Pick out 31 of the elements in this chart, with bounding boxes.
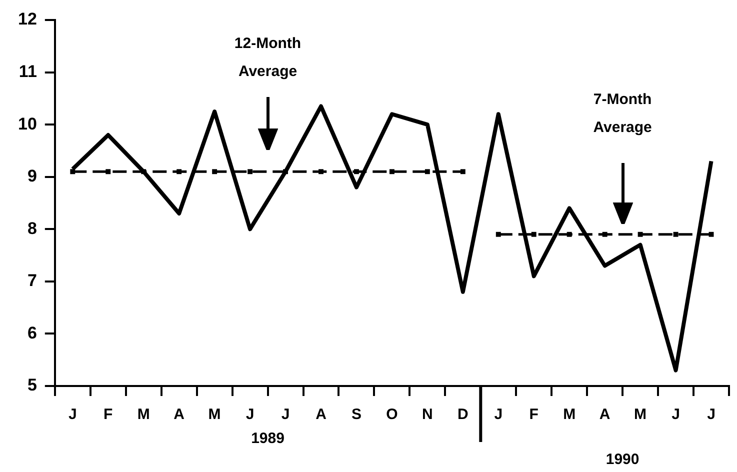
x-tick-label: J [281,406,290,424]
x-tick-label: A [174,406,185,424]
x-tick-label: J [494,406,503,424]
x-tick-label: M [634,406,647,424]
y-tick-label: 7 [27,271,37,290]
annotation: 7-Month Average [592,90,653,138]
x-tick-label: J [707,406,716,424]
x-tick-label: J [672,406,680,424]
x-tick-label: M [208,406,221,424]
x-tick-label: S [351,406,362,424]
x-tick-label: J [246,406,254,424]
x-tick-label: A [599,406,610,424]
y-tick-label: 10 [18,114,37,134]
x-tick-label: D [457,406,468,424]
x-tick-label: N [422,406,433,424]
text: 1990 [604,450,640,470]
x-tick-label: F [529,406,538,424]
x-tick-label: M [137,406,150,424]
y-tick-label: 6 [27,323,37,342]
y-tick-label: 12 [18,10,37,29]
x-tick-label: O [386,406,398,424]
annotation: 12-Month Average [233,34,302,82]
y-tick-label: 9 [27,166,37,186]
x-tick-label: F [104,406,113,424]
text: 1989 [250,429,286,449]
x-tick-label: J [68,406,77,424]
x-tick-label: A [316,406,327,424]
y-tick-label: 8 [27,218,37,238]
y-tick-label: 11 [18,62,37,81]
y-tick-label: 5 [27,376,37,395]
x-tick-label: M [563,406,576,424]
